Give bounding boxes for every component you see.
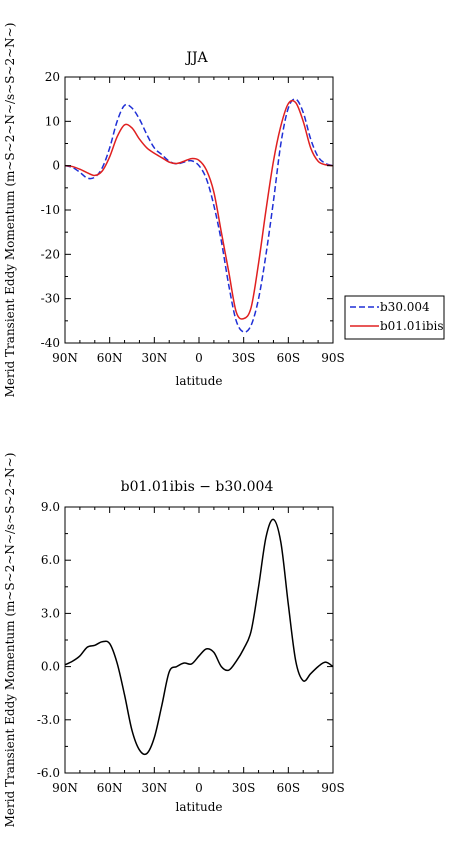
panel-2-x-ticks: 90N 60N 30N 0 30S 60S 90S [52,507,345,795]
y-tick-label: -20 [41,247,60,261]
panel-2: b01.01ibis − b30.004 90N 60N 30N 0 30S 60S 90S… [3,453,345,828]
y-tick-label: 6.0 [41,553,60,567]
panel-1-y-ticks: 20 10 0 -10 -20 -30 -40 [41,70,333,350]
series-line-1 [64,98,334,333]
panel-2-xlabel: latitude [176,800,223,814]
x-tick-label: 90N [52,781,78,795]
series-line-1 [64,518,334,756]
panel-2-y-ticks: 9.0 6.0 3.0 0.0 -3.0 -6.0 [37,500,333,780]
x-tick-label: 30N [141,351,167,365]
panel-1-ylabel: Merid Transient Eddy Momentum (m~S~2~N~/… [3,23,17,398]
panel-1: JJA 90N 60N 30N 0 30S 60S 90S 20 10 0 -10 -20 -30 -4… [3,23,445,398]
y-tick-label: 0.0 [41,660,60,674]
x-tick-label: 0 [195,351,203,365]
y-tick-label: -10 [41,203,60,217]
y-tick-label: 9.0 [41,500,60,514]
x-tick-label: 0 [195,781,203,795]
y-tick-label: 0 [52,159,60,173]
y-tick-label: -30 [41,292,60,306]
panel-2-ylabel: Merid Transient Eddy Momentum (m~S~2~N~/… [3,453,17,828]
panel-1-frame [64,76,334,344]
x-tick-label: 90S [321,781,345,795]
panel-1-plot-area [64,98,334,333]
panel-1-title: JJA [184,50,208,66]
x-tick-label: 60S [277,781,301,795]
x-tick-label: 60S [277,351,301,365]
panel-2-plot-area [64,518,334,756]
x-tick-label: 30S [232,781,256,795]
y-tick-label: -3.0 [37,713,60,727]
panel-1-x-ticks: 90N 60N 30N 0 30S 60S 90S [52,77,345,365]
y-tick-label: -6.0 [37,766,60,780]
y-tick-label: 3.0 [41,606,60,620]
legend-label-series-2: b01.01ibis [380,319,444,333]
x-tick-label: 60N [97,781,123,795]
x-tick-label: 90S [321,351,345,365]
panel-1-legend: b30.004 b01.01ibis [344,295,445,340]
x-tick-label: 30N [141,781,167,795]
legend-box [344,295,445,340]
y-tick-label: 10 [45,114,60,128]
panel-2-title: b01.01ibis − b30.004 [121,479,274,495]
x-tick-label: 90N [52,351,78,365]
series-line-2 [64,99,334,320]
x-tick-label: 30S [232,351,256,365]
panel-1-xlabel: latitude [176,374,223,388]
x-tick-label: 60N [97,351,123,365]
legend-label-series-1: b30.004 [380,300,430,314]
y-tick-label: -40 [41,336,60,350]
y-tick-label: 20 [45,70,60,84]
